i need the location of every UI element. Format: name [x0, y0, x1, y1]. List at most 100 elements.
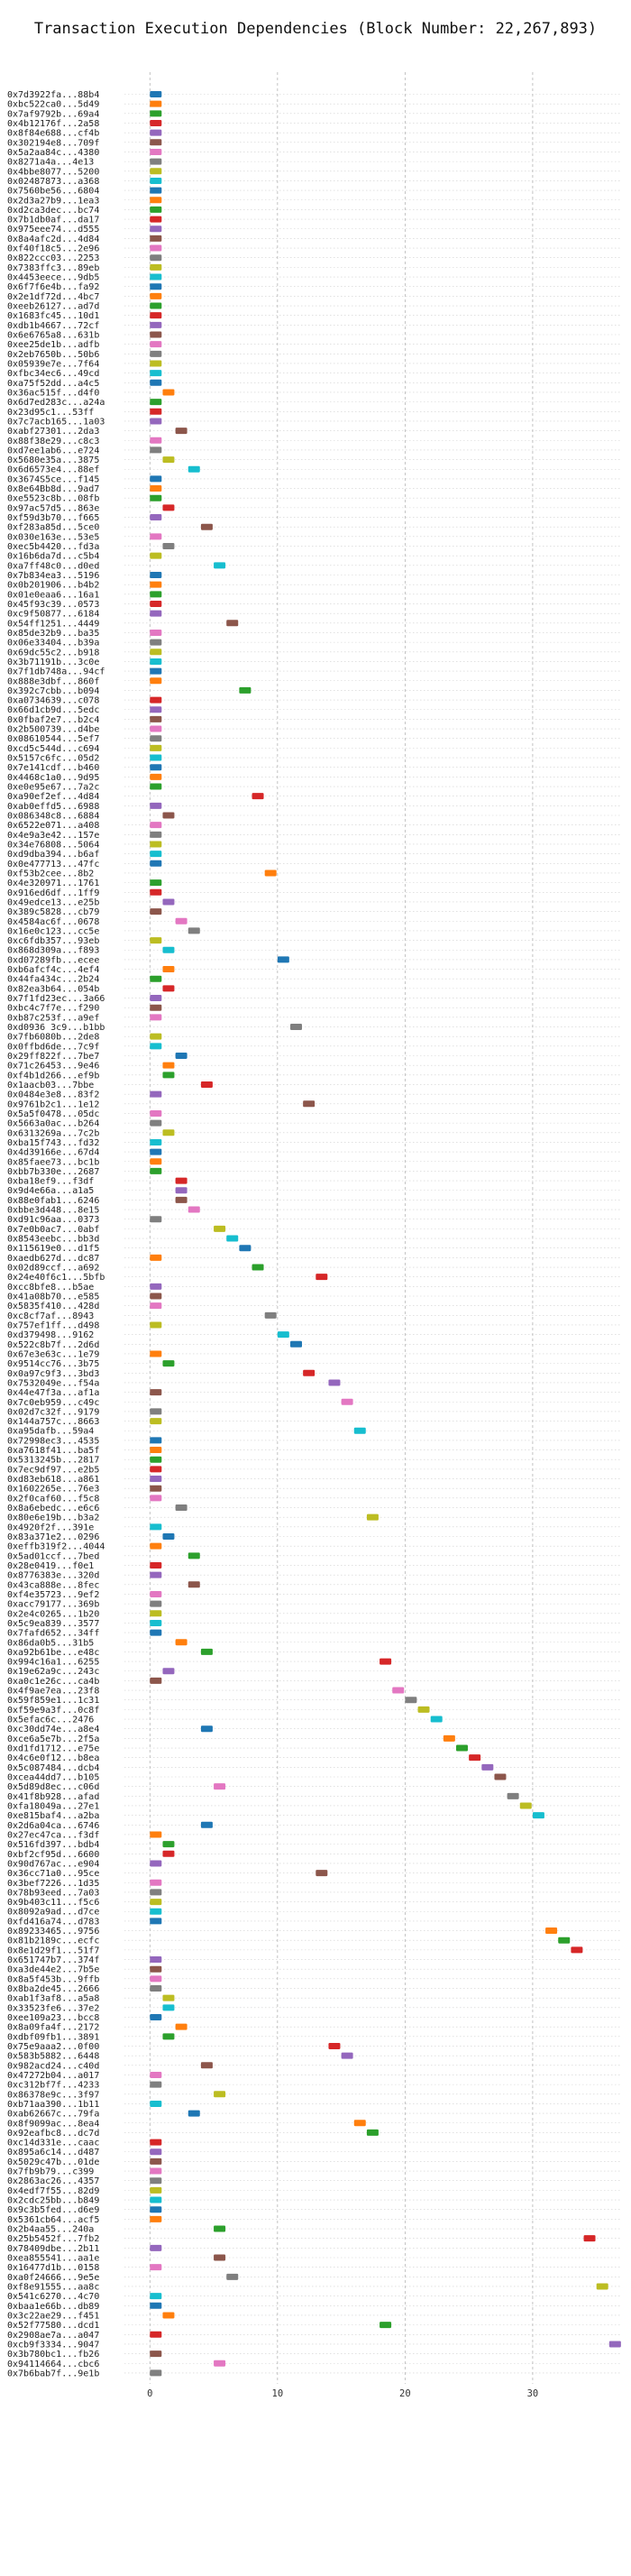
transaction-bar: [214, 562, 226, 569]
y-tick-label: 0x44e47f3a...af1a: [7, 1388, 99, 1398]
x-tick-labels: 0 10 20 30: [147, 2388, 538, 2399]
transaction-bar: [226, 620, 239, 627]
transaction-bar: [150, 1408, 162, 1415]
y-tick-label: 0xcc8bfe8...b5ae: [7, 1283, 94, 1293]
y-tick-label: 0xec5b4420...fd3a: [7, 542, 99, 552]
transaction-bar: [328, 1379, 341, 1386]
transaction-bar: [150, 2369, 162, 2377]
y-tick-label: 0x7b834ea3...5196: [7, 571, 99, 581]
y-tick-label: 0xc9f50877...6184: [7, 610, 99, 620]
y-tick-label: 0x6f7f6e4b...fa92: [7, 282, 99, 292]
y-tick-label: 0x02487873...a368: [7, 177, 99, 187]
transaction-bar: [150, 1831, 162, 1838]
y-tick-label: 0x1683fc45...10d1: [7, 311, 99, 321]
y-tick-label: 0x2f0caf60...f5c8: [7, 1494, 99, 1504]
transaction-bar: [239, 1245, 251, 1252]
y-tick-label: 0x4453eece...9db5: [7, 273, 99, 283]
y-tick-label: 0x2863ac26...4357: [7, 2176, 99, 2186]
transaction-bar: [150, 879, 162, 887]
y-tick-label: 0xa75f52dd...a4c5: [7, 379, 99, 389]
transaction-bar: [456, 1744, 468, 1752]
transaction-bar: [150, 2302, 162, 2309]
transaction-bar: [150, 1437, 162, 1444]
transaction-bar: [150, 2177, 162, 2185]
y-tick-label: 0x5c087484...dcb4: [7, 1763, 99, 1773]
y-tick-label: 0xeffb319f2...4044: [7, 1542, 105, 1552]
transaction-bar: [150, 1302, 162, 1310]
y-tick-label: 0x47272b04...a017: [7, 2071, 99, 2081]
y-tick-label: 0x01e0eaa6...16a1: [7, 590, 99, 600]
transaction-bar: [150, 1571, 162, 1578]
y-tick-label: 0x6e6765a8...631b: [7, 331, 99, 341]
y-tick-label: 0x994c16a1...6255: [7, 1658, 99, 1668]
y-tick-label: 0x4d39166e...67d4: [7, 1148, 99, 1158]
y-tick-label: 0x02d89ccf...a692: [7, 1264, 99, 1274]
transaction-bar: [150, 937, 162, 944]
transaction-bar: [507, 1792, 519, 1799]
y-tick-label: 0x5157c6fc...05d2: [7, 754, 99, 764]
x-tick-label: 20: [399, 2388, 411, 2399]
transaction-bar: [150, 197, 162, 204]
transaction-bar: [150, 1158, 162, 1165]
y-tick-label: 0x3c22ae29...f451: [7, 2311, 99, 2321]
y-tick-label: 0x895a6c14...d487: [7, 2148, 99, 2157]
transaction-bar: [150, 292, 162, 299]
y-tick-label: 0x28e0419...f0e1: [7, 1561, 94, 1571]
y-tick-label: 0x25b5452f...7fb2: [7, 2234, 99, 2244]
y-tick-label: 0x7e0b0ac7...0abf: [7, 1225, 99, 1235]
y-tick-label: 0x0b201906...b4b2: [7, 581, 99, 591]
y-tick-label: 0x78b93eed...7a03: [7, 1888, 99, 1898]
transaction-bar: [545, 1927, 558, 1935]
transaction-bar: [150, 485, 162, 492]
transaction-bar: [150, 1610, 162, 1617]
y-tick-label: 0xa7618f41...ba5f: [7, 1446, 99, 1456]
transaction-bar: [150, 888, 162, 896]
y-tick-label: 0x24e40f6c1...5bfb: [7, 1273, 105, 1283]
transaction-bar: [187, 1581, 200, 1588]
y-tick-label: 0x982acd24...c40d: [7, 2061, 99, 2071]
transaction-bar: [162, 1072, 175, 1079]
y-tick-label: 0x54ff1251...4449: [7, 619, 99, 629]
transaction-bar: [328, 2042, 341, 2049]
transaction-bar: [162, 389, 175, 396]
y-tick-label: 0x80e6e19b...b3a2: [7, 1513, 99, 1523]
transaction-bar: [150, 1293, 162, 1300]
transaction-bar: [150, 129, 162, 136]
transaction-bar: [150, 2264, 162, 2271]
transaction-bar: [162, 946, 175, 953]
y-tick-label: 0x97ac57d5...863e: [7, 503, 99, 513]
transaction-bar: [150, 1167, 162, 1174]
transaction-bar: [214, 2091, 226, 2098]
transaction-bar: [150, 822, 162, 829]
transaction-bar: [162, 2004, 175, 2011]
y-tick-label: 0x541c6270...4c70: [7, 2292, 99, 2302]
y-tick-label: 0xf53b2cee...8b2: [7, 869, 94, 879]
y-tick-label: 0xbaa1e66b...db89: [7, 2302, 99, 2312]
transaction-bar: [150, 158, 162, 165]
y-tick-label: 0xbbe3d448...8e15: [7, 1206, 99, 1216]
y-tick-label: 0x8ba2de45...2666: [7, 1984, 99, 1994]
transaction-bar: [150, 610, 162, 617]
transaction-bar: [162, 1129, 175, 1136]
y-tick-label: 0x4468c1a0...9d95: [7, 773, 99, 783]
transaction-bar: [150, 235, 162, 242]
transaction-bar: [150, 591, 162, 598]
transaction-bar: [150, 1908, 162, 1915]
y-tick-label: 0x75e9aaa2...0f00: [7, 2042, 99, 2052]
transaction-bar: [226, 2273, 239, 2280]
transaction-bar: [150, 802, 162, 809]
y-tick-label: 0xce6a5e7b...2f5a: [7, 1734, 99, 1744]
y-tick-label: 0x3b71191b...3c0e: [7, 658, 99, 667]
transaction-bar: [162, 1668, 175, 1675]
transaction-bar: [150, 254, 162, 262]
y-tick-label: 0x4c6e0f12...b8ea: [7, 1753, 99, 1763]
y-tick-label: 0xf4e35723...9ef2: [7, 1590, 99, 1600]
y-tick-label: 0x1aacb03...7bbe: [7, 1081, 94, 1090]
y-tick-label: 0x7e141cdf...b460: [7, 763, 99, 773]
y-tick-label: 0xe815baf4...a2ba: [7, 1811, 99, 1821]
transaction-bar: [162, 543, 175, 550]
y-tick-label: 0x16b6da7d...c5b4: [7, 552, 99, 562]
y-tick-label: 0xa0c1e26c...ca4b: [7, 1677, 99, 1687]
y-tick-label: 0x6d7ed283c...a24a: [7, 398, 105, 408]
transaction-bar: [150, 110, 162, 117]
